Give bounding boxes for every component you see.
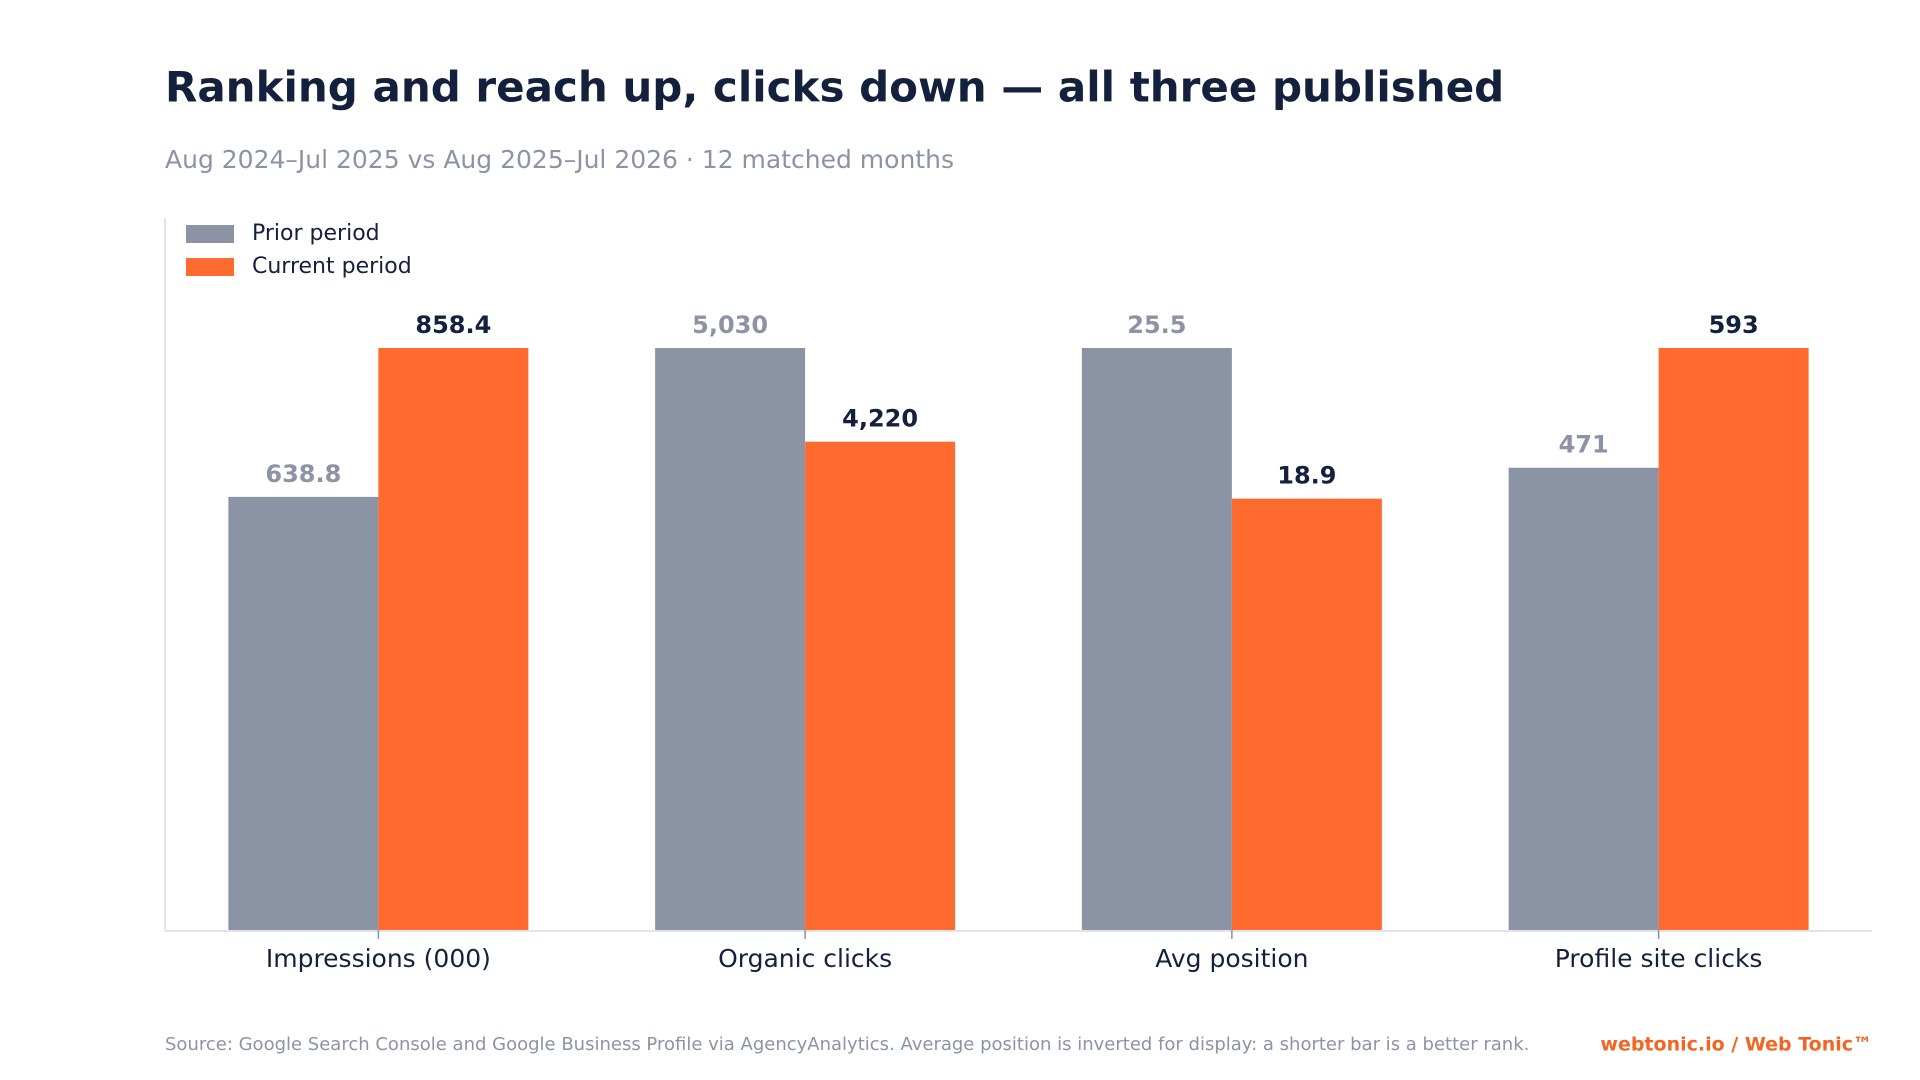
value-label: 638.8 xyxy=(265,460,341,488)
value-label: 858.4 xyxy=(415,311,491,339)
value-label: 593 xyxy=(1709,311,1759,339)
legend-swatch xyxy=(186,258,234,276)
x-tick-label: Avg position xyxy=(1155,944,1308,973)
chart-subtitle: Aug 2024–Jul 2025 vs Aug 2025–Jul 2026 ·… xyxy=(165,145,954,174)
value-label: 471 xyxy=(1559,431,1609,459)
x-tick-label: Profile site clicks xyxy=(1555,944,1763,973)
value-label: 25.5 xyxy=(1127,311,1186,339)
bar xyxy=(1081,348,1232,930)
value-label: 5,030 xyxy=(692,311,768,339)
bar xyxy=(805,441,956,930)
legend-swatch xyxy=(186,225,234,243)
chart-title: Ranking and reach up, clicks down — all … xyxy=(165,63,1504,112)
bar xyxy=(378,348,529,930)
bar xyxy=(1658,348,1809,930)
bar xyxy=(228,496,379,930)
bar xyxy=(655,348,806,930)
value-label: 4,220 xyxy=(842,405,918,433)
legend-label: Prior period xyxy=(252,221,380,246)
bar xyxy=(1231,498,1382,930)
legend-label: Current period xyxy=(252,254,412,279)
x-tick-label: Impressions (000) xyxy=(266,944,491,973)
brand: webtonic.io / Web Tonic™ xyxy=(1600,1034,1872,1056)
value-label: 18.9 xyxy=(1277,462,1336,490)
bar xyxy=(1508,467,1659,930)
x-tick-label: Organic clicks xyxy=(718,944,892,973)
source-note: Source: Google Search Console and Google… xyxy=(165,1034,1529,1055)
